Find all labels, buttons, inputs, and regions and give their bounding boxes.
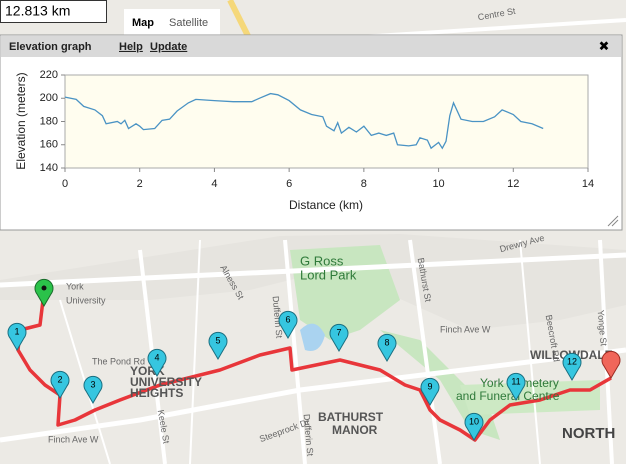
waypoint-marker[interactable]: 9 [420,377,440,406]
marker-pin [147,348,167,377]
waypoint-marker[interactable]: 12 [562,352,582,381]
y-tick-label: 160 [40,139,58,151]
map-label: MANOR [332,423,378,437]
update-link[interactable]: Update [150,41,187,53]
map-type-control [124,9,220,37]
start-pin-dot [41,285,47,291]
marker-number: 12 [567,356,577,366]
x-tick-label: 12 [507,178,519,190]
panel-header [1,36,621,57]
map-area [0,234,626,330]
marker-pin [506,372,526,401]
map-label: Dufferin St [302,414,316,458]
map-label: and Funeral Centre [456,389,560,403]
marker-number: 2 [57,374,62,384]
map-label: University [66,295,106,305]
resize-grip[interactable] [607,215,619,227]
marker-number: 5 [215,335,220,345]
start-pin[interactable] [34,278,54,307]
y-tick-label: 220 [40,69,58,81]
x-tick-label: 10 [432,178,444,190]
marker-pin [83,375,103,404]
map-label: Lord Park [300,267,357,282]
end-pin[interactable] [601,350,621,379]
map-label: Dufferin St [271,296,285,340]
marker-number: 9 [427,381,432,391]
marker-pin [377,333,397,362]
map-label: BATHURST [318,410,384,424]
waypoint-marker[interactable]: 6 [278,310,298,339]
marker-pin [562,352,582,381]
x-tick-label: 14 [582,178,594,190]
x-tick-label: 0 [62,178,68,190]
marker-number: 3 [90,379,95,389]
y-tick-label: 180 [40,115,58,127]
panel-title: Elevation graph [9,41,92,53]
map-label: Yonge St [596,310,609,347]
x-axis-label: Distance (km) [289,198,363,212]
marker-number: 7 [336,327,341,337]
marker-number: 6 [285,314,290,324]
marker-number: 1 [14,326,19,336]
road [283,239,307,464]
x-tick-label: 4 [211,178,217,190]
distance: 12.813 km [5,3,70,19]
close-button[interactable]: ✖ [599,38,610,53]
waypoint-marker[interactable]: 10 [464,412,484,441]
road [408,239,442,464]
marker-pin [278,310,298,339]
road [0,347,626,443]
x-tick-label: 2 [137,178,143,190]
map-tab[interactable]: Map [132,17,154,29]
y-tick-label: 200 [40,92,58,104]
map-label: UNIVERSITY [130,375,202,389]
marker-pin [50,370,70,399]
x-tick-label: 8 [361,178,367,190]
waypoint-marker[interactable]: 7 [329,323,349,352]
elevation-line [64,92,544,150]
help-link[interactable]: Help [119,41,143,53]
waypoint-marker[interactable]: 8 [377,333,397,362]
map-label: HEIGHTS [130,386,183,400]
marker-pin [420,377,440,406]
marker-number: 4 [154,352,159,362]
waypoint-marker[interactable]: 2 [50,370,70,399]
marker-pin [464,412,484,441]
plot-area [64,74,589,169]
waypoint-marker[interactable]: 4 [147,348,167,377]
distance-box [0,0,107,23]
waypoint-marker[interactable]: 3 [83,375,103,404]
highway [227,0,253,42]
marker-number: 10 [469,416,479,426]
x-tick-label: 6 [286,178,292,190]
water [300,323,325,351]
marker-number: 8 [384,337,389,347]
map-label: Finch Ave W [48,434,99,444]
y-axis-label: Elevation (meters) [14,72,28,169]
marker-pin [208,331,228,360]
map-label: G Ross [300,253,344,268]
map-label: The Pond Rd [92,356,145,366]
waypoint-marker[interactable]: 5 [208,331,228,360]
satellite-tab[interactable]: Satellite [169,17,208,29]
waypoint-marker[interactable]: 1 [7,322,27,351]
marker-number: 11 [511,376,520,386]
y-tick-label: 140 [40,162,58,174]
map-label: Finch Ave W [440,324,491,334]
marker-pin [329,323,349,352]
map-label: NORTH [562,425,615,442]
marker-pin [7,322,27,351]
route [16,291,612,442]
waypoint-marker[interactable]: 11 [506,372,526,401]
map-label: York [66,281,84,291]
cemetery [460,380,600,415]
road [598,239,614,464]
